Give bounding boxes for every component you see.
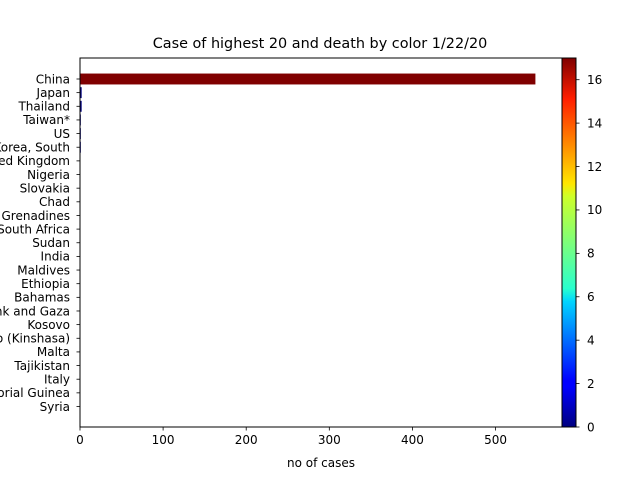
y-tick-label: Saint Vincent and the Grenadines xyxy=(0,209,70,223)
y-tick-label: Sudan xyxy=(32,236,70,250)
x-axis: 0 100 200 300 400 500 xyxy=(76,427,507,447)
y-tick-label: Thailand xyxy=(17,100,70,114)
y-tick-label: Ethiopia xyxy=(21,277,70,291)
x-tick-label: 500 xyxy=(484,433,507,447)
x-tick-label: 300 xyxy=(318,433,341,447)
y-tick-label: US xyxy=(54,127,70,141)
x-axis-label: no of cases xyxy=(287,456,355,470)
y-tick-label: Maldives xyxy=(17,263,70,277)
colorbar-tick-label: 14 xyxy=(587,116,602,130)
bar xyxy=(80,73,536,85)
y-tick-label: Syria xyxy=(40,400,70,414)
plot-area xyxy=(80,73,536,153)
y-tick-label: Korea, South xyxy=(0,141,70,155)
colorbar-tick-label: 4 xyxy=(587,333,595,347)
y-tick-label: United Kingdom xyxy=(0,154,70,168)
x-tick-label: 0 xyxy=(76,433,84,447)
chart-title: Case of highest 20 and death by color 1/… xyxy=(153,36,488,52)
y-tick-label: China xyxy=(36,72,70,86)
y-tick-label: Congo (Kinshasa) xyxy=(0,332,70,346)
plot-frame xyxy=(79,57,563,428)
y-tick-label: Slovakia xyxy=(20,181,70,195)
y-tick-label: Nigeria xyxy=(27,168,70,182)
y-tick-label: Equatorial Guinea xyxy=(0,386,70,400)
colorbar-tick-label: 12 xyxy=(587,160,602,174)
colorbar-tick-label: 2 xyxy=(587,377,595,391)
colorbar-tick-label: 6 xyxy=(587,290,595,304)
y-tick-label: Chad xyxy=(39,195,70,209)
bar xyxy=(80,100,82,112)
x-tick-label: 200 xyxy=(235,433,258,447)
colorbar-tick-label: 10 xyxy=(587,203,602,217)
y-tick-label: Kosovo xyxy=(27,318,70,332)
y-tick-label: India xyxy=(41,250,70,264)
y-tick-label: Malta xyxy=(37,345,70,359)
colorbar: 0 2 4 6 8 10 12 14 16 xyxy=(561,57,602,434)
y-tick-label: Taiwan* xyxy=(22,113,70,127)
colorbar-gradient xyxy=(561,57,577,428)
y-tick-label: West Bank and Gaza xyxy=(0,304,70,318)
colorbar-tick-label: 0 xyxy=(587,420,595,434)
y-tick-label: Bahamas xyxy=(14,291,70,305)
y-tick-label: Japan xyxy=(36,86,70,100)
y-tick-label: Italy xyxy=(44,373,70,387)
y-tick-label: Tajikistan xyxy=(13,359,70,373)
y-tick-label: South Africa xyxy=(0,222,70,236)
colorbar-tick-label: 16 xyxy=(587,73,602,87)
bar xyxy=(80,87,82,99)
colorbar-tick-label: 8 xyxy=(587,247,595,261)
x-tick-label: 400 xyxy=(401,433,424,447)
x-tick-label: 100 xyxy=(152,433,175,447)
